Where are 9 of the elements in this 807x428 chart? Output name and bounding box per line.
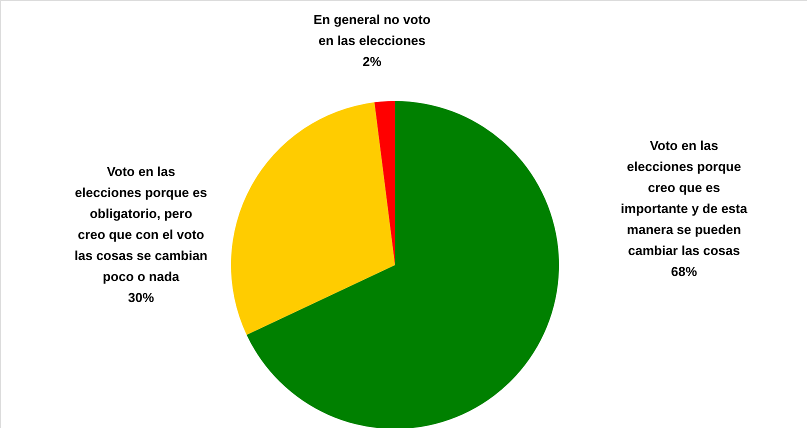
data-label: 2%: [362, 54, 382, 69]
slice-label: Voto en las elecciones porque creo que es importante y de esta manera se pueden cambiar las cosas: [620, 138, 748, 258]
pie-slice: [246, 101, 559, 428]
data-label: 68%: [670, 264, 698, 279]
pie-slice: [374, 101, 395, 265]
pie-slice: [231, 102, 395, 335]
data-label: 30%: [128, 290, 154, 305]
slice-label: Voto en las elecciones porque es obligatorio, pero creo que con el voto las cosas se cambian poco o nada: [74, 164, 208, 284]
slice-label: En general no voto en las elecciones: [313, 12, 431, 48]
